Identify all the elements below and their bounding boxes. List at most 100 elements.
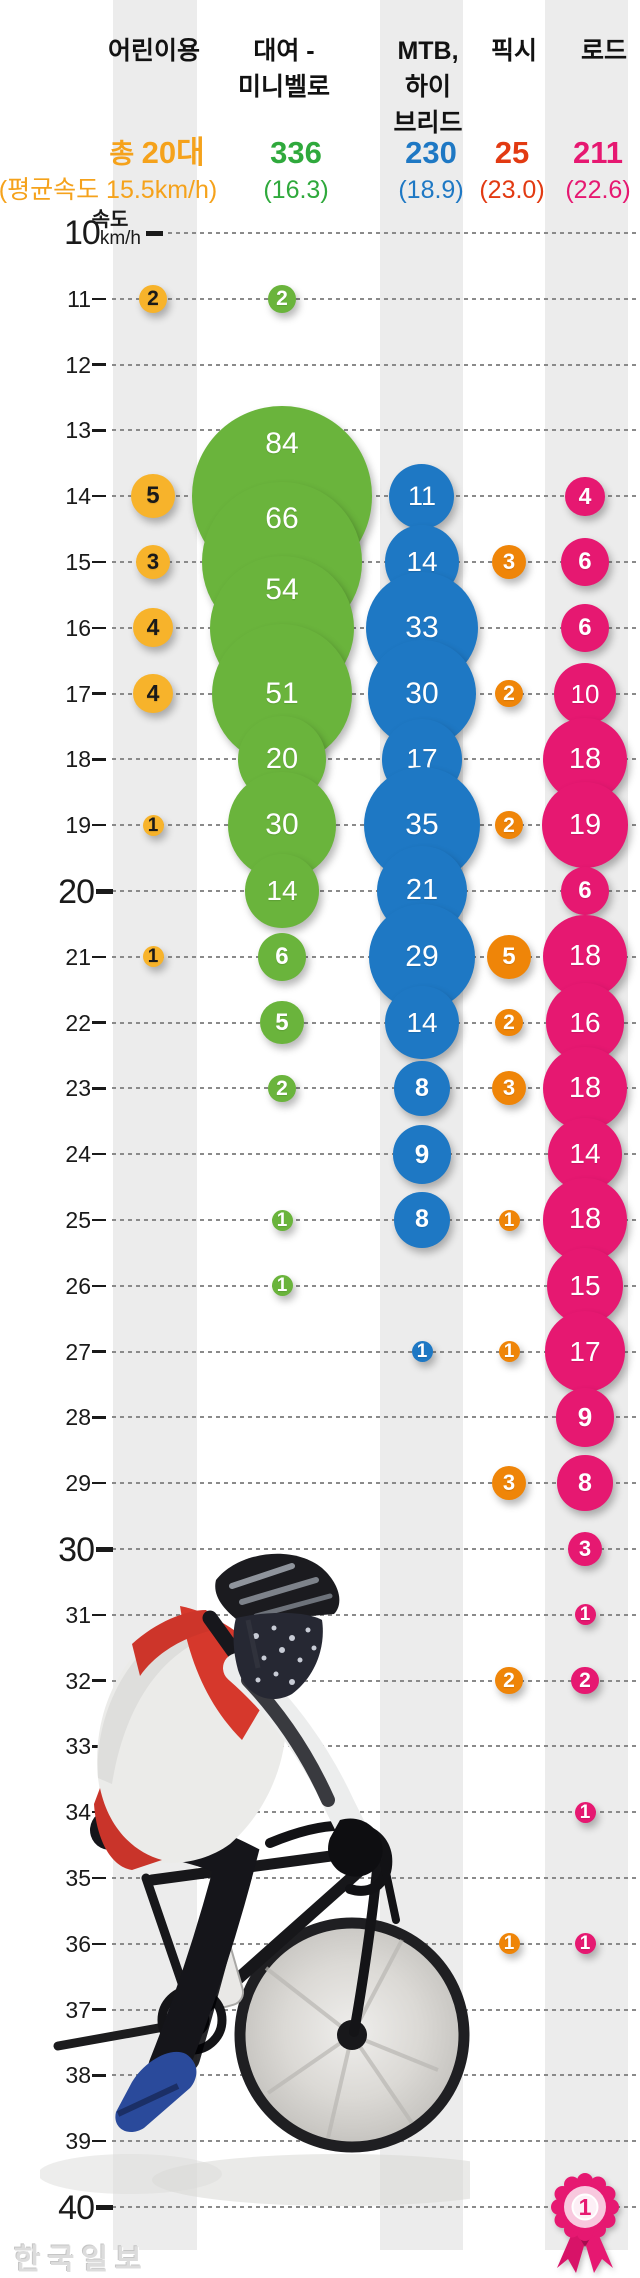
bubble-fixie-25: 1 [498, 1209, 520, 1231]
axis-tick-31 [92, 1613, 106, 1617]
bubble-mtb-hybrid-25: 8 [394, 1192, 450, 1248]
bubble-rental-minivelo-26: 1 [271, 1275, 293, 1297]
bubble-count: 30 [265, 808, 299, 842]
bubble-rental-minivelo-25: 1 [271, 1209, 293, 1231]
bubble-road-26: 15 [547, 1247, 623, 1324]
axis-label-35: 35 [65, 1865, 91, 1891]
gridline-26 [112, 1284, 637, 1287]
bubble-count: 10 [570, 678, 600, 709]
bubble-count: 18 [568, 742, 602, 775]
bubble-count: 18 [568, 1203, 602, 1236]
axis-tick-37 [92, 2008, 106, 2011]
gridline-29 [112, 1482, 637, 1485]
column-header-rental-minivelo: 미니벨로 [237, 73, 331, 101]
column-total-rental-minivelo: 336 [270, 135, 322, 170]
bubble-road-22: 16 [545, 983, 625, 1062]
bubble-road-29: 8 [557, 1455, 613, 1511]
bubble-mtb-hybrid-24: 9 [392, 1124, 452, 1184]
axis-label-13: 13 [65, 417, 91, 444]
bubble-count: 6 [275, 942, 289, 970]
axis-tick-27 [92, 1350, 106, 1353]
axis-tick-29 [92, 1481, 106, 1485]
bubble-fixie-21: 5 [487, 934, 531, 979]
column-header-mtb-hybrid: MTB, [397, 37, 459, 65]
axis-label-23: 23 [65, 1075, 91, 1102]
award-count: 1 [579, 2194, 592, 2220]
bubble-count: 17 [569, 1335, 601, 1367]
bubble-count: 18 [568, 1071, 602, 1104]
gridline-23 [112, 1087, 637, 1090]
bubble-count: 29 [405, 939, 439, 973]
column-avg-kids: (평균속도 15.5km/h) [0, 176, 218, 204]
axis-label-21: 21 [65, 943, 91, 970]
column-total-fixie: 25 [494, 135, 530, 170]
bubble-kids-11: 2 [139, 284, 167, 313]
axis-tick-30 [96, 1546, 113, 1552]
bubble-road-19: 19 [542, 782, 628, 868]
gridline-31 [112, 1613, 637, 1616]
bubble-fixie-23: 3 [492, 1071, 526, 1106]
bubble-count: 5 [502, 942, 516, 970]
column-header-kids: 어린이용 [107, 37, 201, 65]
bubble-count: 1 [503, 1209, 515, 1231]
axis-tick-16 [92, 626, 106, 630]
bubble-road-20: 6 [560, 866, 609, 915]
column-avg-mtb-hybrid: (18.9) [398, 176, 464, 204]
bubble-count: 8 [415, 1205, 429, 1234]
column-avg-road: (22.6) [565, 176, 631, 204]
column-header-mtb-hybrid: 브리드 [393, 109, 463, 137]
bubble-count: 5 [146, 482, 160, 510]
axis-tick-22 [92, 1021, 106, 1024]
bubble-road-27: 17 [544, 1311, 626, 1392]
bubble-count: 5 [275, 1008, 289, 1036]
gridline-11 [112, 297, 637, 300]
bubble-count: 30 [405, 676, 439, 710]
bubble-count: 3 [502, 1470, 516, 1496]
axis-tick-10 [146, 230, 163, 236]
axis-tick-26 [92, 1284, 106, 1288]
gridline-10 [168, 232, 637, 234]
bubble-count: 2 [503, 682, 515, 706]
axis-tick-11 [92, 297, 106, 301]
gridline-28 [112, 1416, 637, 1419]
gridline-40 [112, 2206, 637, 2208]
axis-tick-35 [92, 1876, 106, 1880]
bubble-kids-14: 5 [131, 474, 175, 519]
axis-label-16: 16 [65, 614, 91, 641]
axis-label-26: 26 [65, 1272, 91, 1299]
bubble-count: 21 [405, 874, 439, 907]
axis-label-33: 33 [65, 1733, 91, 1760]
ground-shadow [40, 2154, 222, 2194]
axis-label-17: 17 [65, 680, 91, 707]
bubble-rental-minivelo-21: 6 [257, 932, 306, 981]
bubble-count: 6 [578, 876, 592, 904]
bubble-count: 15 [569, 1269, 601, 1301]
axis-label-10kmh: 10km/h [0, 216, 141, 250]
axis-label-20: 20 [58, 873, 95, 911]
gridline-25 [112, 1219, 637, 1221]
axis-tick-18 [92, 758, 106, 761]
column-total-kids: 총 20대 [109, 135, 205, 170]
gridline-33 [112, 1745, 637, 1748]
axis-10-unit: km/h [99, 228, 141, 249]
bubble-count: 54 [265, 572, 299, 606]
bubble-count: 1 [579, 1933, 591, 1955]
bubble-count: 14 [406, 1006, 438, 1038]
bubble-count: 14 [406, 545, 438, 577]
bubble-count: 9 [577, 1402, 593, 1433]
bubble-kids-21: 1 [142, 946, 164, 968]
bubble-count: 8 [578, 1468, 592, 1497]
cyclist-photo [40, 1553, 470, 2206]
gridline-22 [112, 1021, 637, 1024]
column-avg-fixie: (23.0) [479, 176, 545, 204]
bubble-road-16: 6 [560, 603, 609, 652]
axis-label-38: 38 [65, 2062, 91, 2089]
axis-tick-17 [92, 692, 106, 695]
gridline-20 [112, 890, 637, 892]
bubble-count: 18 [568, 940, 602, 973]
axis-tick-36 [92, 1942, 106, 1946]
bubble-road-36: 1 [574, 1933, 596, 1955]
bubble-count: 2 [503, 1669, 515, 1693]
gridline-24 [112, 1153, 637, 1156]
column-total-road: 211 [572, 135, 624, 170]
